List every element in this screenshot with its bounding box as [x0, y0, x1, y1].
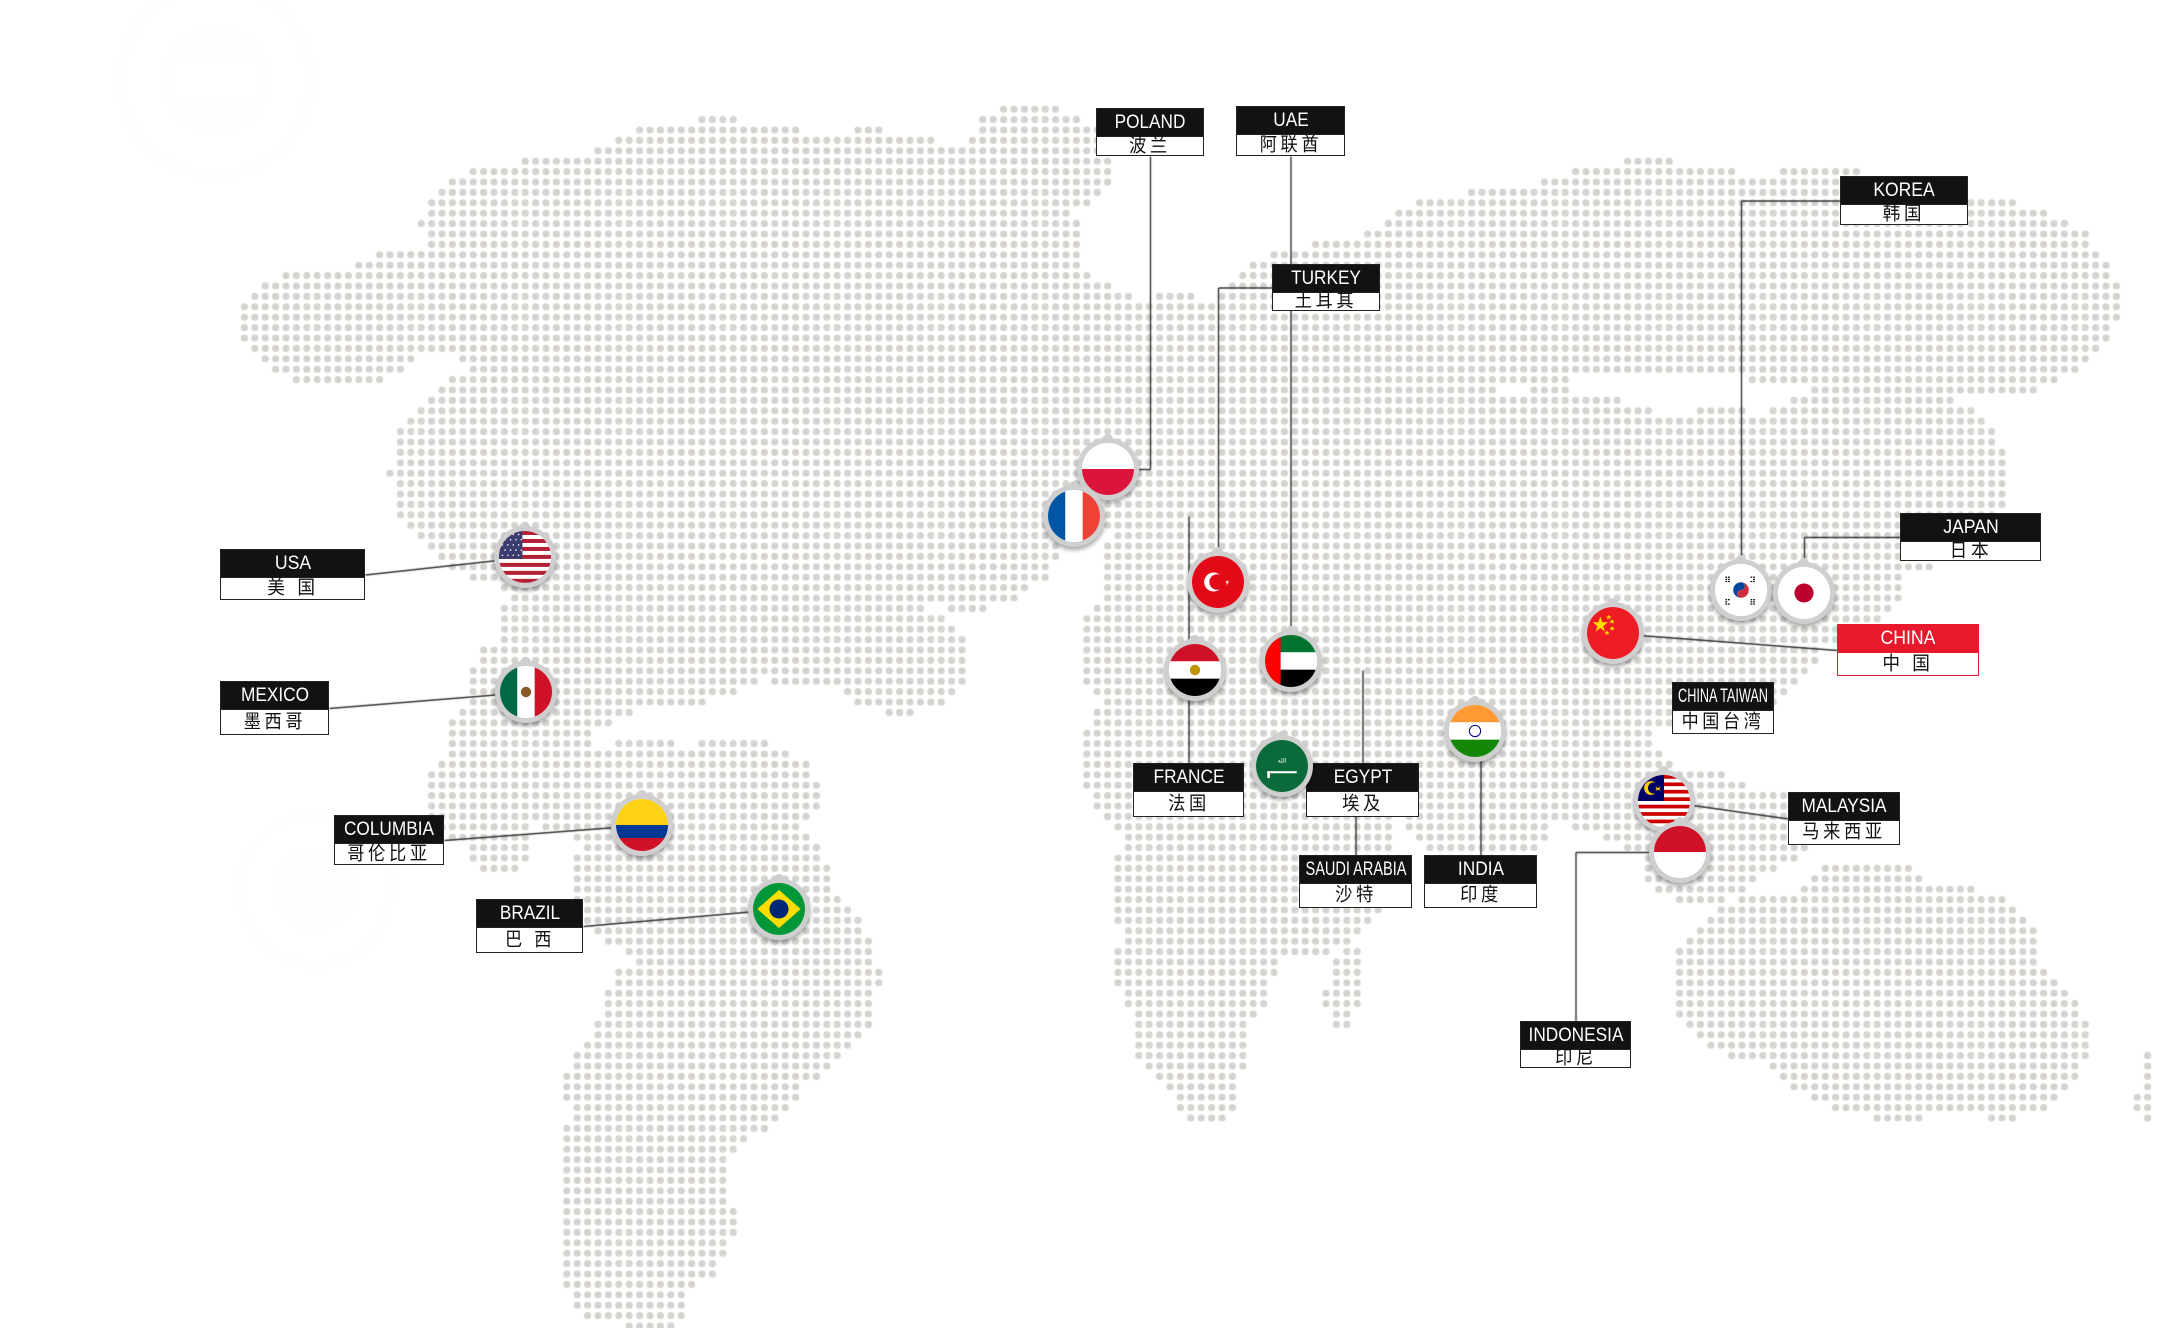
svg-text:الله: الله [1278, 758, 1287, 765]
